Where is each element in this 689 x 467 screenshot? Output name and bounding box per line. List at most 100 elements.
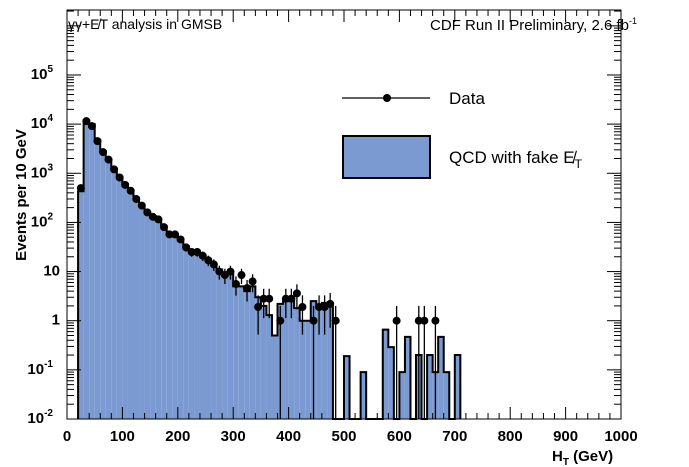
x-tick-label: 700 (442, 428, 467, 445)
title-right-text: CDF Run II Preliminary, 2.6 fb (430, 17, 629, 34)
data-point (154, 215, 163, 224)
data-point (309, 316, 318, 325)
data-point (431, 316, 440, 325)
mc-bar (360, 372, 367, 419)
mc-bar (266, 315, 272, 419)
data-point (176, 235, 185, 244)
mc-bar (327, 302, 333, 419)
y-tick-label: 1 (52, 312, 60, 329)
y-tick-exponent: -1 (44, 359, 53, 370)
mc-bar (271, 335, 278, 419)
y-axis-label: Events per 10 GeV (13, 129, 30, 261)
data-point (209, 260, 218, 269)
data-point (104, 155, 113, 164)
y-tick-label: 102 (31, 211, 54, 230)
data-point (420, 316, 429, 325)
x-tick-label: 500 (331, 428, 356, 445)
y-tick-label: 105 (31, 64, 54, 83)
x-tick-label: 0 (63, 428, 71, 445)
data-point (392, 316, 401, 325)
legend-mc-label-sub: T (575, 157, 583, 171)
mc-bar (161, 225, 167, 419)
mc-bar (150, 216, 156, 419)
mc-bar (105, 159, 112, 419)
mc-bar (155, 219, 162, 419)
data-point (165, 230, 174, 239)
data-point (171, 230, 180, 239)
mc-bar (255, 297, 261, 419)
y-tick-exponent: 4 (47, 113, 53, 124)
data-point (265, 294, 274, 303)
data-point (254, 303, 263, 312)
mc-bar (404, 336, 411, 419)
x-tick-label: 600 (387, 428, 412, 445)
legend-mc-swatch (342, 135, 431, 179)
data-point (115, 173, 124, 182)
chart-title-right: CDF Run II Preliminary, 2.6 fb-1 (430, 16, 637, 34)
mc-bar (305, 320, 311, 419)
data-point (187, 248, 196, 257)
data-point (248, 277, 257, 286)
data-point (315, 303, 324, 312)
y-tick-exponent: 2 (47, 211, 53, 222)
x-tick-label: 400 (276, 428, 301, 445)
data-point (292, 289, 301, 298)
mc-bar (183, 246, 189, 419)
mc-bar (299, 320, 306, 419)
mc-bar (172, 234, 178, 419)
x-tick-label: 300 (221, 428, 246, 445)
mc-bar (211, 264, 217, 419)
mc-bar (321, 302, 328, 419)
x-axis-label-sub: T (563, 457, 569, 467)
mc-bar (100, 151, 106, 419)
mc-bar (177, 238, 184, 419)
data-point (137, 201, 146, 210)
y-tick-exponent: 5 (47, 64, 53, 75)
data-point (126, 186, 135, 195)
mc-bar (166, 233, 173, 419)
mc-bar (111, 168, 117, 419)
data-point (259, 294, 268, 303)
mc-bar (260, 305, 267, 419)
mc-bar (288, 297, 295, 419)
data-point (231, 279, 240, 288)
data-point (121, 180, 130, 189)
x-axis-label: HT (GeV) (552, 448, 613, 467)
data-point (281, 294, 290, 303)
mc-bar (94, 139, 101, 420)
legend-mc-label: QCD with fake E̸T (449, 148, 583, 171)
mc-bar (199, 255, 206, 419)
mc-bar (78, 191, 84, 419)
mc-bar (144, 211, 151, 419)
mc-bar (233, 286, 239, 419)
y-tick-label: 10-2 (27, 408, 53, 427)
data-point (298, 303, 307, 312)
chart-title-left: γγ+E̸T analysis in GMSB (68, 16, 223, 32)
legend-data-marker (383, 94, 391, 102)
data-point (276, 316, 285, 325)
x-tick-label: 100 (110, 428, 135, 445)
mc-bar (122, 184, 128, 419)
mc-bar (227, 272, 234, 419)
mc-bar (116, 176, 123, 419)
data-point (237, 271, 246, 280)
data-point (76, 184, 85, 193)
data-point (159, 223, 168, 232)
mc-bar (238, 286, 245, 419)
data-point (132, 194, 141, 203)
y-tick-label: 10-1 (27, 359, 53, 378)
y-tick-label: 103 (31, 162, 54, 181)
data-point (243, 284, 252, 293)
mc-bar (283, 301, 289, 419)
mc-bar (344, 356, 350, 419)
data-point (198, 251, 207, 260)
data-point (82, 117, 91, 126)
x-tick-label: 1000 (604, 428, 637, 445)
data-point (87, 122, 96, 131)
data-point (331, 316, 340, 325)
mc-bar (127, 190, 134, 419)
y-tick-exponent: 3 (47, 162, 53, 173)
x-tick-label: 900 (553, 428, 578, 445)
data-point (143, 208, 152, 217)
mc-bar (438, 336, 444, 419)
